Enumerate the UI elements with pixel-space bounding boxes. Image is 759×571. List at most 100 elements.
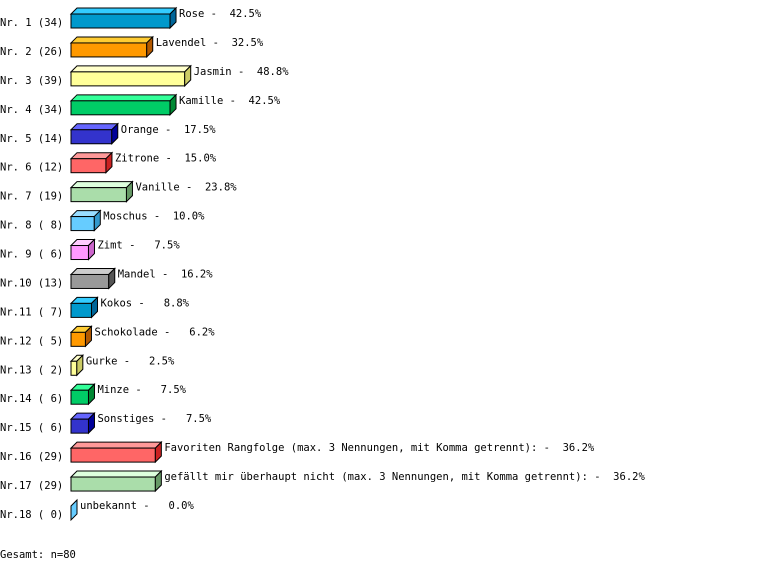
bar-top — [69, 441, 163, 449]
bar-side — [87, 238, 95, 261]
bar-top — [69, 123, 119, 131]
value-label: Rose - 42.5% — [179, 8, 262, 20]
bar-front — [70, 187, 127, 203]
row-label: Nr.17 (29) — [0, 480, 63, 492]
bar-front — [70, 158, 107, 174]
value-label: Orange - 17.5% — [121, 124, 217, 136]
bar-side — [184, 64, 192, 88]
bar-front — [70, 129, 113, 145]
bar-top — [69, 36, 154, 44]
bar-side — [70, 498, 78, 522]
bar-front — [70, 245, 89, 261]
value-label: gefällt mir überhaupt nicht (max. 3 Nenn… — [164, 471, 645, 483]
bar-front — [70, 360, 78, 376]
bar-top — [69, 65, 192, 73]
bar-side — [87, 411, 95, 435]
bar-side — [105, 151, 113, 174]
bar-side — [87, 383, 95, 406]
row-label: Nr. 3 (39) — [0, 75, 63, 87]
value-label: Gurke - 2.5% — [86, 355, 175, 367]
bar-side — [125, 180, 133, 203]
value-label: Vanille - 23.8% — [135, 182, 237, 194]
bar-top — [69, 7, 178, 15]
value-label: Zimt - 7.5% — [97, 240, 180, 252]
bar-top — [69, 267, 116, 275]
bar-row: Nr.17 (29) gefällt mir überhaupt nicht (m… — [0, 469, 645, 493]
bar-side — [169, 6, 177, 30]
bar-row: Nr.18 ( 0) unbekannt - 0.0% — [0, 498, 194, 522]
value-label: Kokos - 8.8% — [101, 297, 190, 309]
bar-row: Nr. 5 (14) Orange - 17.5% — [0, 122, 217, 145]
bar-row: Nr. 7 (19) Vanille - 23.8% — [0, 180, 237, 203]
row-label: Nr. 1 (34) — [0, 17, 63, 29]
bar-front — [70, 13, 171, 29]
bar-side — [93, 209, 101, 232]
row-label: Nr. 8 ( 8) — [0, 220, 63, 232]
value-label: Jasmin - 48.8% — [194, 66, 290, 78]
row-label: Nr. 5 (14) — [0, 133, 63, 145]
bar-side — [111, 122, 119, 145]
bar-row: Nr.12 ( 5) Schokolade - 6.2% — [0, 325, 215, 348]
bar-row: Nr.14 ( 6) Minze - 7.5% — [0, 383, 187, 406]
value-label: unbekannt - 0.0% — [80, 500, 194, 512]
bar-row: Nr.13 ( 2) Gurke - 2.5% — [0, 354, 175, 377]
bar-front — [70, 476, 156, 492]
bar-front — [70, 331, 86, 347]
bar-row: Nr. 2 (26) Lavendel - 32.5% — [0, 35, 264, 59]
bar-side — [154, 440, 162, 464]
row-label: Nr.11 ( 7) — [0, 306, 63, 318]
bar-row: Nr. 9 ( 6) Zimt - 7.5% — [0, 238, 180, 261]
bar-front — [70, 302, 93, 318]
bar-row: Nr.11 ( 7) Kokos - 8.8% — [0, 296, 190, 319]
bar-row: Nr. 6 (12) Zitrone - 15.0% — [0, 151, 217, 174]
row-label: Nr. 6 (12) — [0, 162, 63, 174]
bar-front — [70, 216, 95, 232]
value-label: Zitrone - 15.0% — [115, 153, 217, 165]
bar-front — [70, 273, 110, 289]
bar-row: Nr.15 ( 6) Sonstiges - 7.5% — [0, 411, 212, 435]
row-label: Nr.10 (13) — [0, 277, 63, 289]
row-label: Nr. 9 ( 6) — [0, 249, 63, 261]
bar-row: Nr. 8 ( 8) Moschus - 10.0% — [0, 209, 205, 232]
bar-side — [146, 35, 154, 59]
row-label: Nr. 7 (19) — [0, 191, 63, 203]
value-label: Kamille - 42.5% — [179, 95, 281, 107]
bar-top — [69, 470, 163, 478]
value-label: Mandel - 16.2% — [118, 268, 214, 280]
value-label: Lavendel - 32.5% — [156, 37, 264, 49]
value-label: Moschus - 10.0% — [103, 211, 205, 223]
bar-row: Nr.10 (13) Mandel - 16.2% — [0, 267, 214, 290]
bar-front — [70, 389, 89, 405]
row-label: Nr. 2 (26) — [0, 46, 63, 58]
bar-top — [69, 94, 178, 102]
bar-front — [70, 100, 171, 116]
row-label: Nr.16 (29) — [0, 451, 63, 463]
bar-side — [169, 93, 177, 117]
bar-side — [84, 325, 92, 348]
value-label: Favoriten Rangfolge (max. 3 Nennungen, m… — [164, 442, 595, 454]
bar-side — [91, 296, 99, 319]
value-label: Sonstiges - 7.5% — [97, 413, 211, 425]
bar-front — [70, 418, 89, 434]
row-label: Nr.15 ( 6) — [0, 422, 63, 434]
value-label: Schokolade - 6.2% — [94, 326, 215, 338]
bar-front — [70, 42, 148, 58]
bar-front — [70, 447, 156, 463]
bar-side — [108, 267, 116, 290]
bar-top — [69, 152, 114, 160]
value-label: Minze - 7.5% — [97, 384, 186, 396]
bar-row: Nr.16 (29) Favoriten Rangfolge (max. 3 Ne… — [0, 440, 595, 464]
bar-row: Nr. 3 (39) Jasmin - 48.8% — [0, 64, 290, 88]
bar-side — [154, 469, 162, 493]
bar-row: Nr. 4 (34) Kamille - 42.5% — [0, 93, 281, 117]
bar-row: Nr. 1 (34) Rose - 42.5% — [0, 6, 262, 30]
row-label: Nr.18 ( 0) — [0, 509, 63, 521]
row-label: Nr.12 ( 5) — [0, 335, 63, 347]
bar-front — [70, 71, 186, 87]
bar-top — [69, 181, 134, 189]
row-label: Nr.13 ( 2) — [0, 364, 63, 376]
row-label: Nr.14 ( 6) — [0, 393, 63, 405]
bar-side — [76, 354, 84, 377]
row-label: Nr. 4 (34) — [0, 104, 63, 116]
